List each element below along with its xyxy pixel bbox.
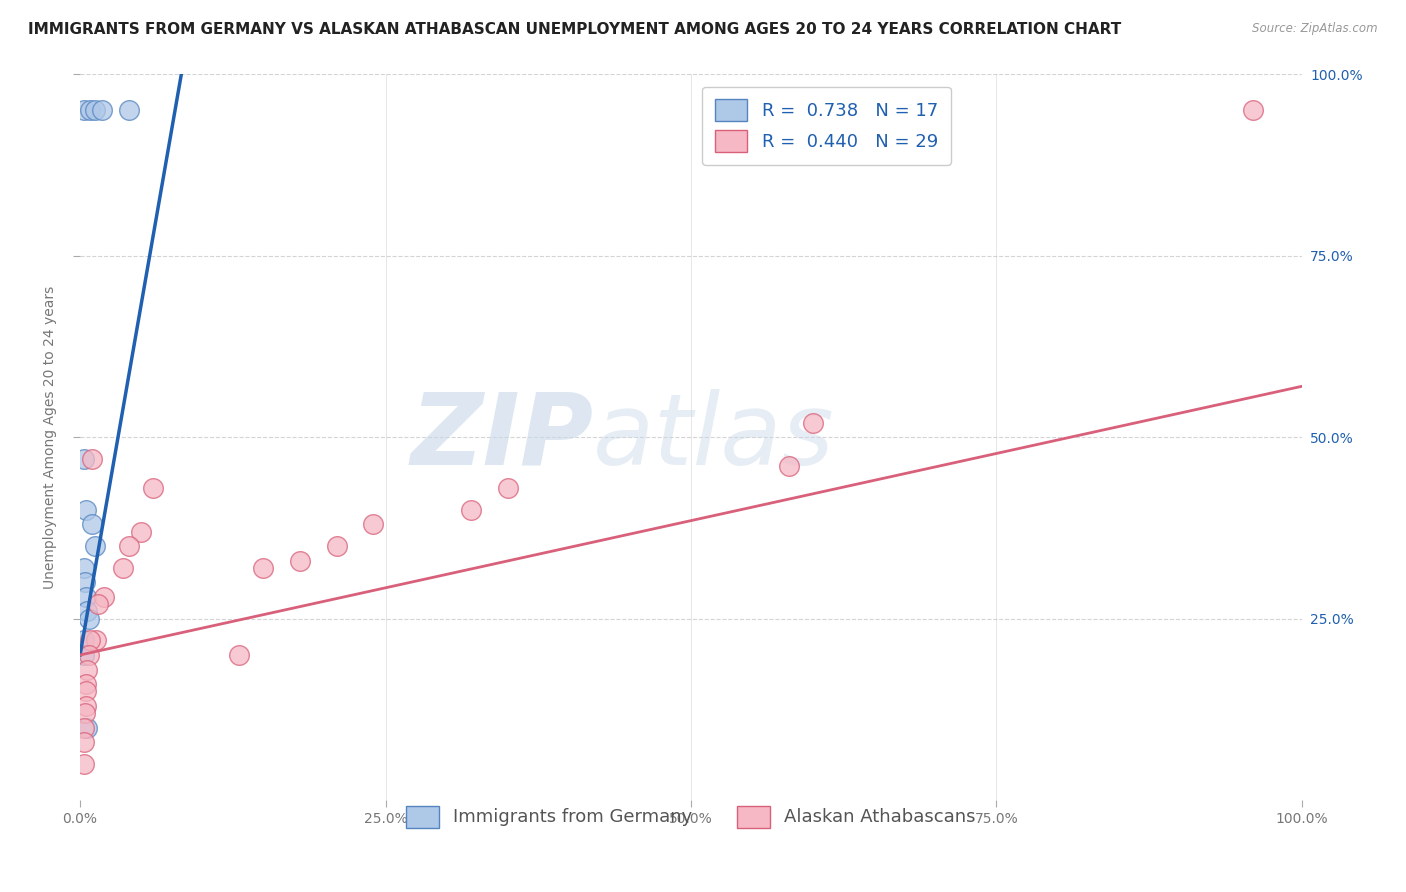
Point: [87, 597, 110, 611]
Point: [129, 524, 152, 539]
Point: [73, 575, 96, 590]
Point: [76, 604, 98, 618]
Point: [73, 648, 96, 662]
Point: [325, 539, 347, 553]
Point: [111, 561, 134, 575]
Point: [75, 677, 97, 691]
Text: IMMIGRANTS FROM GERMANY VS ALASKAN ATHABASCAN UNEMPLOYMENT AMONG AGES 20 TO 24 Y: IMMIGRANTS FROM GERMANY VS ALASKAN ATHAB…: [28, 22, 1122, 37]
Point: [1241, 103, 1264, 118]
Point: [73, 451, 96, 466]
Point: [73, 706, 96, 720]
Point: [460, 502, 482, 516]
Point: [73, 633, 96, 648]
Point: [252, 561, 274, 575]
Point: [73, 735, 96, 749]
Point: [801, 416, 824, 430]
Point: [79, 103, 101, 118]
Point: [83, 103, 105, 118]
Text: Source: ZipAtlas.com: Source: ZipAtlas.com: [1253, 22, 1378, 36]
Point: [288, 553, 311, 567]
Y-axis label: Unemployment Among Ages 20 to 24 years: Unemployment Among Ages 20 to 24 years: [44, 285, 58, 589]
Point: [75, 684, 97, 698]
Point: [73, 561, 96, 575]
Point: [778, 459, 800, 474]
Point: [75, 698, 97, 713]
Point: [73, 103, 96, 118]
Text: atlas: atlas: [593, 389, 835, 485]
Point: [863, 125, 886, 139]
Point: [84, 633, 107, 648]
Point: [118, 103, 141, 118]
Point: [73, 721, 96, 735]
Point: [79, 633, 101, 648]
Point: [118, 539, 141, 553]
Point: [93, 590, 115, 604]
Point: [228, 648, 250, 662]
Text: ZIP: ZIP: [411, 389, 593, 485]
Point: [73, 756, 96, 771]
Point: [77, 648, 100, 662]
Point: [82, 517, 104, 532]
Point: [76, 721, 98, 735]
Point: [496, 481, 519, 495]
Point: [77, 612, 100, 626]
Point: [75, 590, 97, 604]
Point: [361, 517, 384, 532]
Point: [83, 539, 105, 553]
Point: [75, 502, 97, 516]
Point: [142, 481, 165, 495]
Point: [82, 451, 104, 466]
Point: [76, 663, 98, 677]
Point: [91, 103, 114, 118]
Legend: Immigrants from Germany, Alaskan Athabascans: Immigrants from Germany, Alaskan Athabas…: [399, 798, 983, 835]
